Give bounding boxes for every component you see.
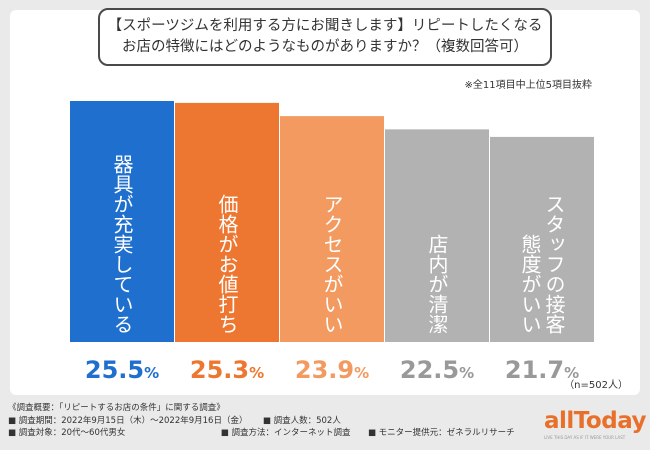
chart-title-box: 【スポーツジムを利用する方にお聞きします】リピートしたくなる お店の特徴にはどの… (98, 8, 552, 66)
chart-title-line-1: 【スポーツジムを利用する方にお聞きします】リピートしたくなる (107, 18, 543, 34)
survey-method: ■ 調査方法：インターネット調査 (220, 428, 351, 438)
logo-text: allToday (544, 408, 647, 434)
bar-1-value-label: 25.5% (85, 356, 159, 384)
excerpt-note: ※全11項目中上位5項目抜粋 (464, 80, 592, 91)
survey-target: ■ 調査対象：20代〜60代男女 (8, 428, 126, 438)
bar-3 (280, 116, 384, 342)
survey-period: ■ 調査期間：2022年9月15日（木）〜2022年9月16日（金） (8, 415, 248, 426)
bar-5 (490, 136, 594, 342)
survey-footer: 《調査概要：「リピートするお店の条件」に関する調査》 ■ 調査期間：2022年9… (8, 402, 515, 440)
survey-count: ■ 調査人数：502人 (262, 415, 341, 426)
bar-5-category-label: 態度がいい (518, 234, 542, 334)
bar-5-value-label: 21.7% (505, 356, 579, 384)
chart-title-line-2: お店の特徴にはどのようなものがありますか？（複数回答可） (122, 39, 528, 55)
bar-3-value-label: 23.9% (295, 356, 369, 384)
bar-1-category-label: 器具が充実している (110, 154, 134, 334)
bar-3-category-label: アクセスがいい (320, 194, 344, 334)
sample-size-note: （n=502人） (564, 380, 628, 391)
footer-line-1: 《調査概要：「リピートするお店の条件」に関する調査》 (8, 403, 225, 413)
bar-1 (70, 101, 174, 342)
footer-line-2: ■ 調査期間：2022年9月15日（木）〜2022年9月16日（金） ■ 調査人… (8, 415, 515, 428)
bar-2-value-label: 25.3% (190, 356, 264, 384)
alltoday-logo: allToday LIVE THIS DAY AS IF IT WERE YOU… (544, 408, 647, 444)
bar-2-category-label: 価格がお値打ち (215, 194, 239, 334)
bar-5-category-label: スタッフの接客 (542, 194, 566, 334)
bar-4 (385, 129, 489, 342)
bar-4-value-label: 22.5% (400, 356, 474, 384)
bar-4-category-label: 店内が清潔 (425, 234, 449, 334)
bar-2 (175, 102, 279, 342)
footer-line-3: ■ 調査対象：20代〜60代男女 ■ 調査方法：インターネット調査 ■ モニター… (8, 427, 515, 440)
logo-tagline: LIVE THIS DAY AS IF IT WERE YOUR LAST (544, 435, 626, 440)
survey-monitor: ■ モニター提供元：ゼネラルリサーチ (367, 428, 515, 438)
